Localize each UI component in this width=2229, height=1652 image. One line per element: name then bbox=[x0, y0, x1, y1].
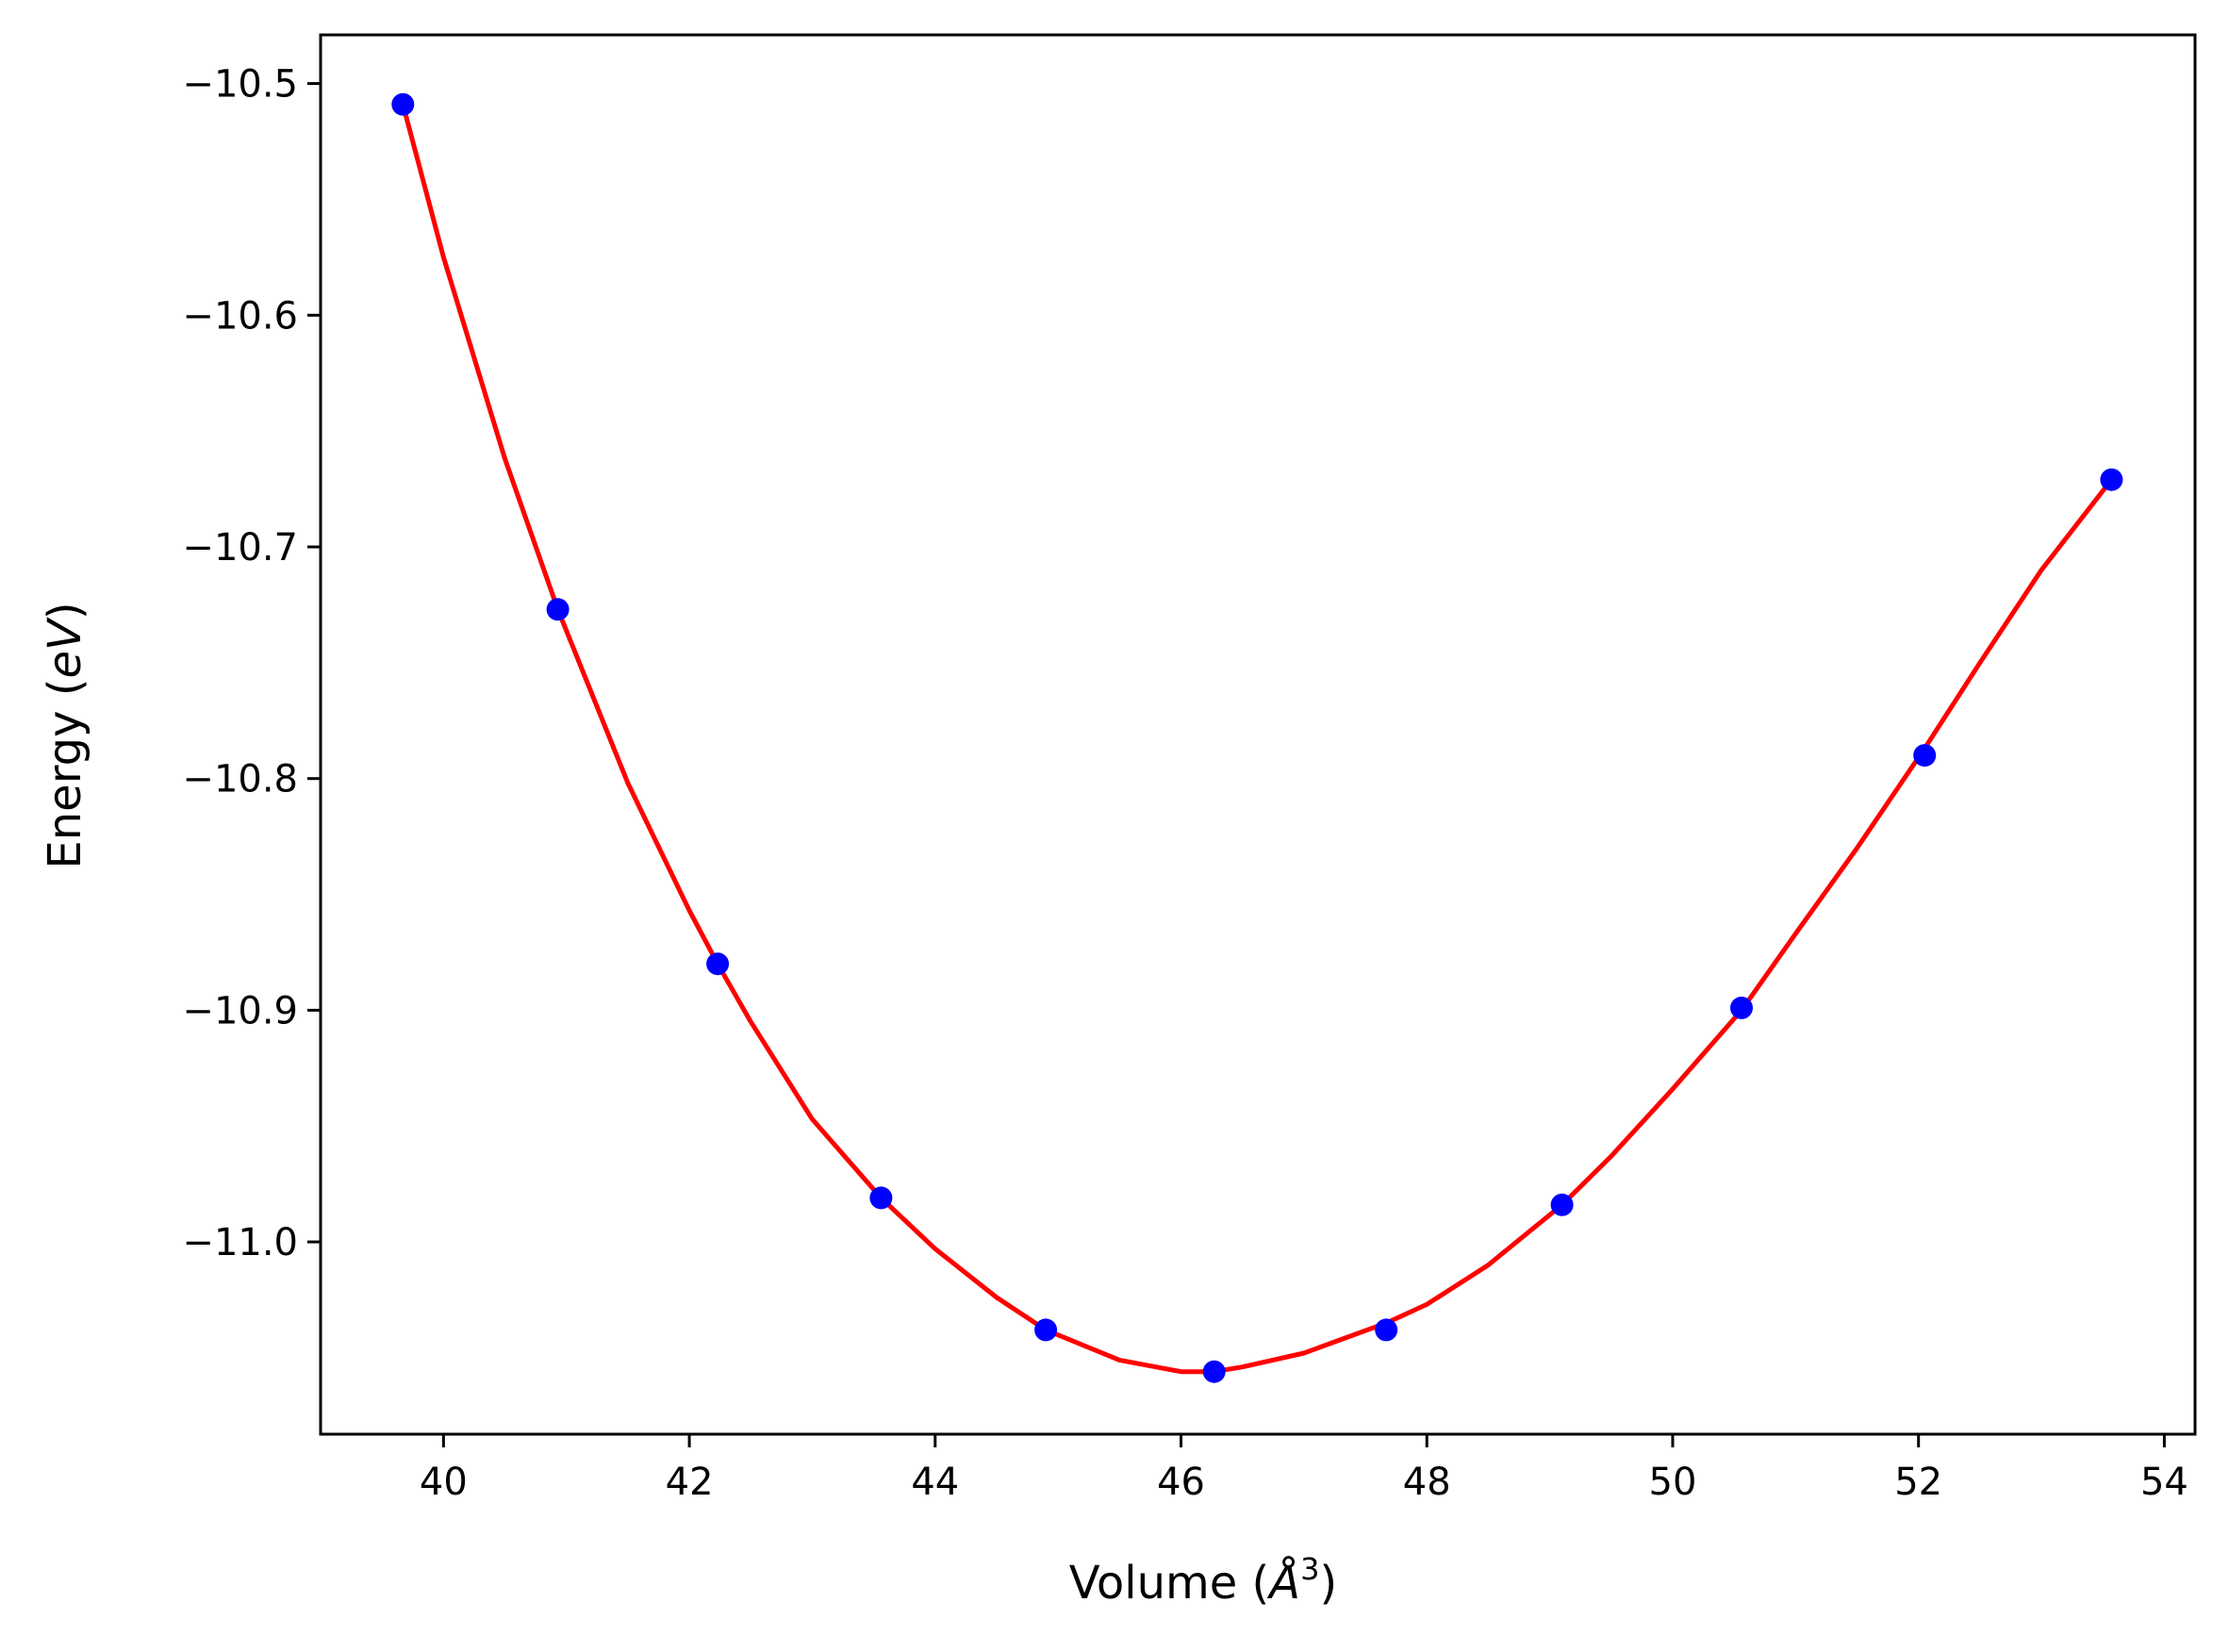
x-tick-label: 46 bbox=[1157, 1461, 1205, 1504]
axes: 40 42 44 46 48 50 52 54 −10.5 −10.6 −10.7 −10.8 −10.… bbox=[182, 33, 2197, 1504]
x-axis-label-superscript: 3 bbox=[1300, 1551, 1319, 1587]
data-point bbox=[1550, 1193, 1574, 1216]
y-tick-label: −10.8 bbox=[182, 758, 298, 801]
x-axis-label: Volume (Å3) bbox=[1069, 1551, 1337, 1610]
data-point bbox=[869, 1186, 893, 1210]
x-axis-label-suffix: ) bbox=[1319, 1557, 1337, 1610]
y-tick-label: −10.5 bbox=[182, 63, 298, 107]
data-point bbox=[706, 952, 730, 976]
x-axis-label-symbol: Å bbox=[1266, 1556, 1300, 1610]
data-point bbox=[1730, 996, 1753, 1019]
plot-area bbox=[391, 92, 2123, 1383]
y-axis-label-suffix: ) bbox=[39, 602, 91, 620]
data-point bbox=[1202, 1360, 1226, 1383]
y-axis-label-unit: eV bbox=[39, 617, 91, 679]
x-tick-label: 48 bbox=[1403, 1461, 1451, 1504]
y-tick-label: −10.7 bbox=[182, 526, 298, 570]
data-point bbox=[1034, 1318, 1058, 1342]
y-axis-label: Energy (eV) bbox=[39, 602, 91, 868]
x-axis-label-prefix: Volume ( bbox=[1069, 1557, 1270, 1610]
y-tick-label: −10.9 bbox=[182, 989, 298, 1032]
data-point bbox=[391, 92, 415, 116]
x-tick-label: 54 bbox=[2140, 1461, 2188, 1504]
x-tick-label: 52 bbox=[1894, 1461, 1942, 1504]
x-tick-label: 44 bbox=[911, 1461, 959, 1504]
axes-frame bbox=[319, 33, 2197, 1436]
data-point bbox=[546, 598, 570, 621]
data-point bbox=[1913, 744, 1937, 768]
x-tick-label: 42 bbox=[666, 1461, 714, 1504]
x-tick-label: 40 bbox=[420, 1461, 468, 1504]
y-tick-label: −11.0 bbox=[182, 1221, 298, 1264]
data-point bbox=[1375, 1318, 1398, 1342]
data-point bbox=[2100, 468, 2123, 491]
y-axis-label-prefix: Energy ( bbox=[39, 679, 91, 869]
x-tick-label: 50 bbox=[1649, 1461, 1697, 1504]
y-tick-label: −10.6 bbox=[182, 294, 298, 338]
